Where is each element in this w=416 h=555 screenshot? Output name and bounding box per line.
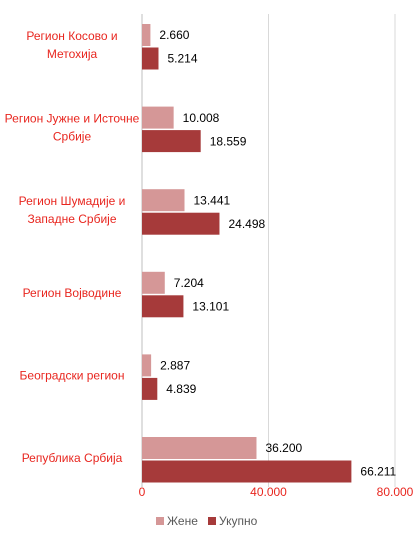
category-line: Регион Косово и [26,29,117,43]
value-label: 13.101 [192,299,229,313]
category-line: Западне Србије [28,212,117,226]
value-label: 66.211 [360,465,396,479]
value-label: 2.887 [160,359,190,373]
category-label: Београдски регион [20,369,125,383]
x-tick-label: 80.000 [377,485,414,499]
bar [142,295,184,318]
category-label: Регион Јужне и Источне Србије [5,112,140,144]
bar [142,354,152,377]
legend-swatch [208,517,216,525]
x-tick-label: 40.000 [250,485,287,499]
bar [142,24,151,46]
category-line: Регион Шумадије и [19,194,126,208]
legend-label: Укупно [219,514,258,528]
x-tick-label: 0 [139,485,146,499]
category-line: Република Србија [22,451,123,465]
value-label: 2.660 [159,28,189,42]
value-label: 7.204 [174,276,204,290]
category-label: Регион Војводине [23,286,122,300]
value-label: 36.200 [265,441,302,455]
legend-label: Жене [167,514,198,528]
category-label: Република Србија [22,451,123,465]
value-label: 18.559 [210,134,247,148]
value-label: 4.839 [166,382,196,396]
bar [142,437,257,459]
bar [142,271,165,294]
category-label: Регион Шумадије и Западне Србије [19,194,126,226]
value-label: 13.441 [194,193,231,207]
category-line: Регион Војводине [23,286,122,300]
bar [142,377,158,400]
bar [142,460,352,483]
category-line: Регион Јужне и Источне [5,112,140,126]
category-label: Регион Косово и Метохија [26,29,117,61]
category-line: Метохија [47,47,98,61]
bar [142,106,174,129]
category-line: Београдски регион [20,369,125,383]
value-label: 10.008 [183,111,220,125]
bar [142,189,185,212]
category-line: Србије [53,130,92,144]
value-label: 24.498 [228,217,265,231]
bar [142,130,201,153]
value-label: 5.214 [167,52,197,66]
bar [142,47,159,70]
bar [142,212,220,235]
legend-swatch [156,517,164,525]
